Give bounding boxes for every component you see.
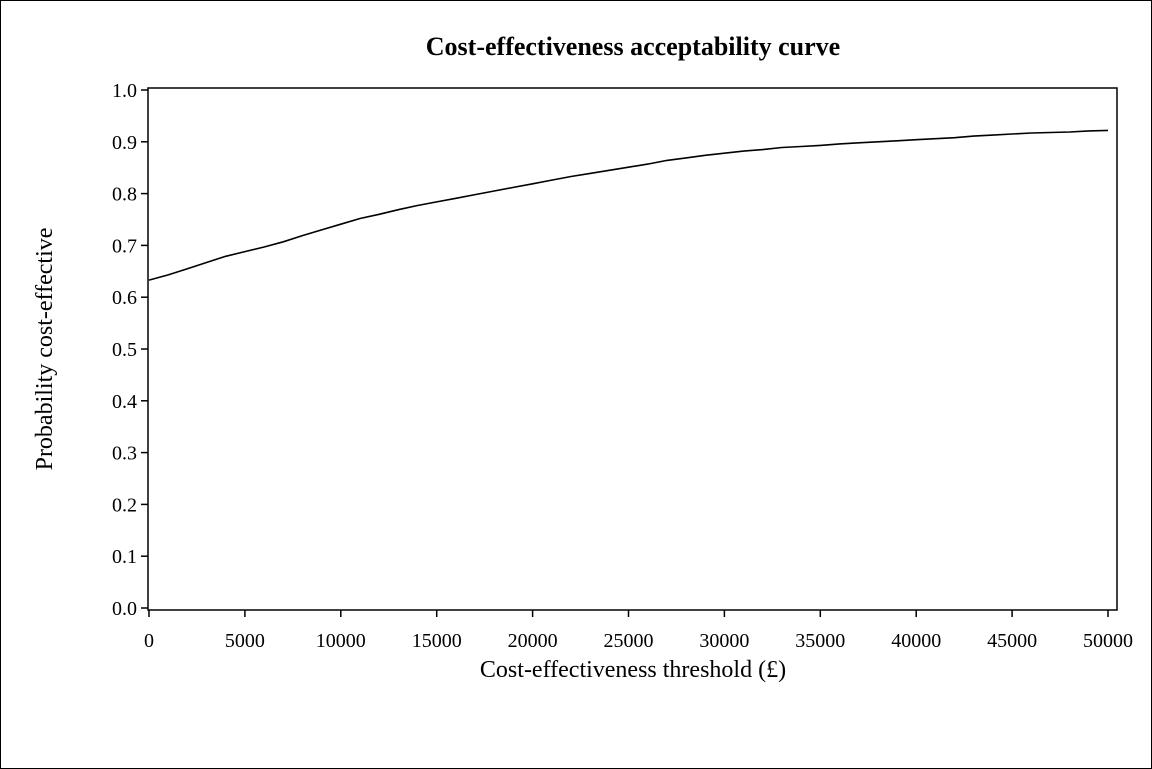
- x-axis-ticks: 0 5000 10000 15000 20000 25000 30000 35000 40000…: [144, 610, 1133, 652]
- x-tick-label: 10000: [316, 630, 366, 652]
- y-axis-label: Probability cost-effective: [32, 228, 58, 471]
- y-tick-label: 0.0: [112, 598, 137, 620]
- y-axis-ticks: 0.0 0.1 0.2 0.3 0.4 0.5 0.6 0.7 0.8 0.9 1.0: [112, 80, 148, 620]
- x-tick-label: 35000: [795, 630, 845, 652]
- y-tick-label: 0.6: [112, 287, 137, 309]
- y-tick-label: 0.2: [112, 494, 137, 516]
- y-tick-label: 1.0: [112, 80, 137, 102]
- x-tick-label: 25000: [604, 630, 654, 652]
- x-tick-label: 30000: [699, 630, 749, 652]
- x-tick-label: 40000: [891, 630, 941, 652]
- x-tick-label: 20000: [508, 630, 558, 652]
- x-tick-label: 0: [144, 630, 154, 652]
- ceac-line: [148, 129, 1109, 281]
- y-tick-label: 0.8: [112, 184, 137, 206]
- y-tick-label: 0.4: [112, 391, 137, 413]
- x-tick-label: 45000: [987, 630, 1037, 652]
- x-tick-label: 5000: [225, 630, 265, 652]
- x-tick-label: 15000: [412, 630, 462, 652]
- y-tick-label: 0.1: [112, 546, 137, 568]
- y-tick-label: 0.3: [112, 443, 137, 465]
- x-tick-label: 50000: [1083, 630, 1133, 652]
- y-tick-label: 0.5: [112, 339, 137, 361]
- y-tick-label: 0.9: [112, 132, 137, 154]
- x-axis-label: Cost-effectiveness threshold (£): [480, 657, 786, 683]
- y-tick-label: 0.7: [112, 235, 137, 257]
- chart-title: Cost-effectiveness acceptability curve: [426, 32, 840, 61]
